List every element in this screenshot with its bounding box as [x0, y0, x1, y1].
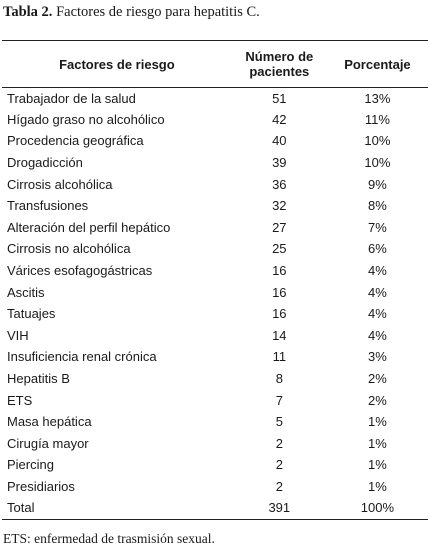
percentage-cell: 4% [368, 306, 387, 322]
patient-count-cell: 391 [231, 497, 327, 520]
risk-factor-cell: Presidiarios [7, 478, 75, 494]
patient-count-cell: 7 [275, 392, 283, 408]
table-row: Tatuajes 16 4% [2, 303, 428, 325]
risk-factor-cell: Masa hepática [7, 414, 92, 430]
table-row: Várices esofagogástricas 16 4% [2, 260, 428, 282]
table-row: Hígado graso no alcohólico 42 11% [2, 109, 428, 131]
caption-label: Tabla 2. [3, 4, 53, 20]
patient-count-cell: 27 [272, 219, 287, 235]
table-row: Alteración del perfil hepático 27 7% [2, 217, 428, 239]
header-risk-factors: Factores de riesgo [2, 40, 232, 88]
patient-count-cell: 36 [272, 176, 287, 192]
patient-count-cell: 51 [272, 90, 287, 106]
table-row: Insuficiencia renal crónica 11 3% [2, 347, 428, 369]
percentage-cell: 7% [368, 219, 387, 235]
table-row: VIH 14 4% [2, 325, 428, 347]
risk-factor-cell: Hepatitis B [7, 371, 70, 387]
percentage-cell: 1% [368, 457, 387, 473]
patient-count-cell: 32 [272, 198, 287, 214]
risk-factor-cell: Insuficiencia renal crónica [7, 349, 157, 365]
percentage-cell: 11% [364, 111, 390, 127]
risk-factor-cell: Procedencia geográfica [7, 133, 144, 149]
table-row: Ascitis 16 4% [2, 282, 428, 304]
risk-factor-cell: Cirrosis alcohólica [7, 176, 113, 192]
patient-count-cell: 2 [275, 478, 283, 494]
risk-factor-cell: Drogadicción [7, 155, 83, 171]
percentage-cell: 8% [368, 198, 387, 214]
risk-factor-cell: VIH [7, 327, 29, 343]
risk-factor-cell: Cirugía mayor [7, 435, 89, 451]
percentage-cell: 100% [326, 497, 428, 520]
percentage-cell: 4% [368, 284, 387, 300]
patient-count-cell: 14 [272, 327, 287, 343]
percentage-cell: 1% [368, 414, 387, 430]
patient-count-cell: 16 [272, 306, 287, 322]
risk-factor-cell: ETS [7, 392, 33, 408]
table-row: Presidiarios 2 1% [2, 476, 428, 498]
patient-count-cell: 25 [272, 241, 287, 257]
table-total-row: Total 391 100% [2, 497, 428, 520]
percentage-cell: 10% [364, 133, 391, 149]
percentage-cell: 10% [364, 155, 391, 171]
risk-factor-cell: Tatuajes [7, 306, 56, 322]
table-caption: Tabla 2. Factores de riesgo para hepatit… [3, 2, 427, 22]
table-row: ETS 7 2% [2, 390, 428, 412]
percentage-cell: 13% [364, 90, 391, 106]
risk-factor-cell: Piercing [7, 457, 54, 473]
percentage-cell: 6% [368, 241, 387, 257]
patient-count-cell: 5 [275, 414, 283, 430]
percentage-cell: 2% [368, 371, 387, 387]
risk-factor-cell: Transfusiones [7, 198, 89, 214]
percentage-cell: 1% [368, 435, 387, 451]
table-row: Piercing 2 1% [2, 455, 428, 477]
risk-factor-cell: Hígado graso no alcohólico [7, 111, 165, 127]
caption-text: Factores de riesgo para hepatitis C. [56, 4, 260, 20]
patient-count-cell: 39 [272, 155, 287, 171]
table-row: Trabajador de la salud 51 13% [2, 88, 428, 110]
table-row: Cirugía mayor 2 1% [2, 433, 428, 455]
risk-factor-cell: Ascitis [7, 284, 45, 300]
percentage-cell: 2% [368, 392, 387, 408]
table-row: Cirrosis alcohólica 36 9% [2, 174, 428, 196]
patient-count-cell: 2 [275, 457, 283, 473]
table-row: Cirrosis no alcohólica 25 6% [2, 239, 428, 261]
patient-count-cell: 2 [275, 435, 283, 451]
percentage-cell: 1% [368, 478, 387, 494]
patient-count-cell: 42 [272, 111, 287, 127]
risk-factor-cell: Total [2, 497, 232, 520]
risk-factor-cell: Trabajador de la salud [7, 90, 136, 106]
risk-factor-cell: Cirrosis no alcohólica [7, 241, 131, 257]
table-row: Procedencia geográfica 40 10% [2, 131, 428, 153]
patient-count-cell: 40 [272, 133, 287, 149]
table-row: Transfusiones 32 8% [2, 195, 428, 217]
patient-count-cell: 16 [272, 284, 287, 300]
percentage-cell: 3% [368, 349, 387, 365]
percentage-cell: 4% [368, 263, 387, 279]
patient-count-cell: 16 [272, 263, 287, 279]
table-row: Drogadicción 39 10% [2, 152, 428, 174]
patient-count-cell: 11 [272, 349, 287, 365]
risk-factor-cell: Várices esofagogástricas [7, 263, 153, 279]
table-footnote: ETS: enfermedad de trasmisión sexual. [3, 531, 215, 546]
percentage-cell: 9% [368, 176, 387, 192]
header-patient-count: Número de pacientes [231, 40, 327, 88]
percentage-cell: 4% [368, 327, 387, 343]
table-row: Hepatitis B 8 2% [2, 368, 428, 390]
table-header-row: Factores de riesgo Número de pacientes P… [2, 40, 428, 88]
risk-factors-table: Factores de riesgo Número de pacientes P… [2, 40, 428, 520]
table-row: Masa hepática 5 1% [2, 411, 428, 433]
header-percentage: Porcentaje [326, 40, 428, 88]
risk-factor-cell: Alteración del perfil hepático [7, 219, 171, 235]
patient-count-cell: 8 [275, 371, 283, 387]
